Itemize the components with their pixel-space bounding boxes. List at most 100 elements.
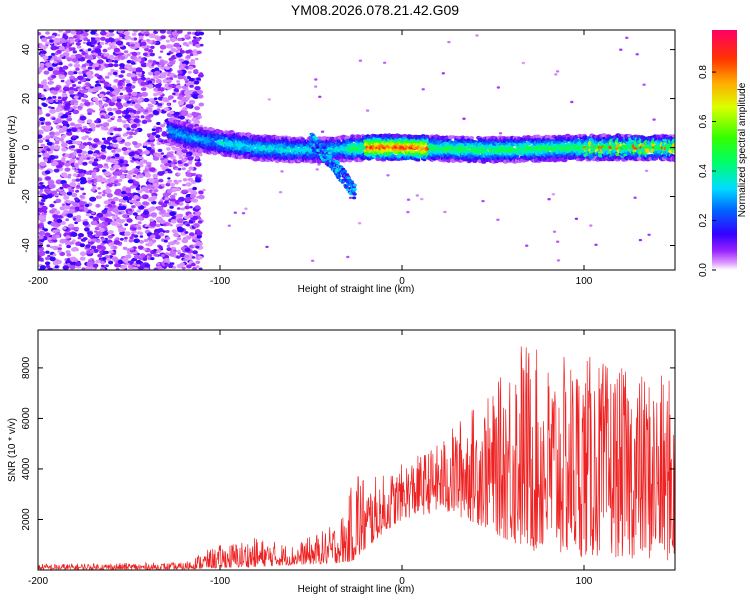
spectrogram-cell (187, 70, 192, 74)
spectrogram-cell (95, 80, 99, 84)
spectrogram-cell (167, 177, 171, 180)
spectrogram-cell (142, 201, 149, 206)
spectrogram-cell (181, 266, 186, 270)
spectrogram-cell (633, 196, 637, 199)
spectrogram-cell (93, 138, 100, 143)
spectrogram-cell (62, 183, 70, 189)
spectrogram-cell (146, 83, 154, 89)
spectrogram-cell (192, 267, 197, 270)
spectrogram-cell (128, 152, 135, 157)
spectrogram-cell (75, 157, 80, 160)
spectrogram-cell (64, 102, 71, 108)
spectrogram-cell (132, 81, 136, 84)
spectrogram-cell (42, 152, 50, 158)
spectrogram-cell (185, 104, 192, 109)
spectrogram-cell (197, 89, 203, 95)
spectrogram-cell (619, 48, 623, 51)
spectrogram-cell (188, 213, 194, 218)
spectrogram-cell (92, 144, 97, 148)
spectrogram-cell (47, 237, 52, 241)
spectrogram-cell (51, 90, 58, 95)
spectrogram-cell (125, 174, 132, 179)
spectrogram-cell (101, 156, 106, 160)
spectrogram-cell (38, 207, 45, 213)
spectrogram-cell (50, 45, 58, 51)
spectrogram-cell (481, 199, 485, 203)
spectrogram-cell (158, 56, 162, 59)
spectrogram-cell (188, 166, 194, 171)
spectrogram-cell (77, 169, 84, 174)
spectrogram-cell (73, 173, 78, 177)
spectrogram-cell (177, 37, 182, 42)
spectrogram-cell (112, 215, 118, 220)
spectrogram-cell (177, 172, 181, 176)
spectrogram-cell (141, 119, 148, 124)
spectrogram-cell (138, 56, 142, 59)
spectrogram-cell (138, 163, 144, 168)
spectrogram-cell (100, 30, 107, 36)
spectrogram-cell (131, 205, 136, 209)
spectrogram-cell (168, 84, 174, 88)
spectrogram-cell (170, 219, 177, 224)
spectrogram-cell (69, 256, 77, 262)
spectrogram-cell (163, 239, 168, 243)
spectrogram-cell (101, 238, 106, 242)
spectrogram-cell (177, 213, 184, 218)
spectrogram-cell (85, 244, 91, 249)
spectrogram-cell (70, 30, 77, 35)
spectrogram-cell (197, 174, 203, 178)
spectrogram-cell (113, 47, 120, 53)
spectrogram-cell (121, 120, 127, 124)
spectrogram-cell (52, 208, 58, 212)
spectrogram-cell (86, 141, 92, 146)
spectrogram-cell (76, 149, 83, 154)
spectrogram-cell (166, 30, 172, 35)
spectrogram-cell (108, 101, 116, 107)
spectrogram-cell (75, 166, 79, 170)
spectrogram-cell (64, 167, 71, 172)
spectrogram-cell (119, 174, 126, 179)
spectrogram-cell (162, 79, 169, 83)
spectrogram-cell (169, 205, 174, 209)
spectrogram-cell (82, 192, 86, 196)
spectrogram-cell (69, 264, 76, 270)
spectrogram-cell (93, 158, 99, 162)
spectrogram-cell (186, 44, 190, 47)
spectrogram-cell (161, 203, 168, 208)
spectrogram-cell (125, 163, 129, 167)
spectrogram-cell (178, 115, 185, 120)
spectrogram-cell (144, 173, 152, 178)
spectrogram-cell (105, 166, 110, 169)
spectrogram-cell (75, 54, 83, 59)
spectrogram-cell (173, 75, 178, 78)
spectrogram-cell (62, 65, 69, 70)
spectrogram-cell (72, 55, 77, 59)
spectrogram-cell (125, 254, 132, 259)
spectrogram-cell (161, 254, 165, 257)
spectrogram-cell (109, 158, 117, 164)
spectrogram-cell (147, 71, 154, 76)
spectrogram-cell (43, 228, 49, 232)
spectrogram-cell (147, 103, 152, 107)
spectrogram-cell (113, 63, 119, 68)
spectrogram-cell (116, 223, 121, 227)
spectrogram-cell (176, 218, 184, 224)
spectrogram-cell (68, 63, 73, 67)
spectrogram-cell (72, 239, 76, 243)
spectrogram-cell (140, 41, 147, 47)
spectrogram-cell (87, 239, 92, 242)
spectrogram-cell (122, 214, 128, 219)
spectrogram-cell (151, 195, 158, 200)
spectrogram-cell (116, 118, 123, 123)
spectrogram-cell (132, 230, 137, 234)
spectrogram-cell (62, 226, 67, 230)
spectrogram-cell (84, 227, 90, 232)
spectrogram-cell (111, 98, 117, 103)
spectrogram-cell (57, 249, 62, 253)
spectrogram-cell (135, 175, 141, 179)
spectrogram-cell (132, 266, 139, 270)
spectrogram-cell (158, 129, 163, 132)
spectrogram-cell (89, 101, 94, 106)
spectrogram-cell (43, 79, 47, 82)
spectrogram-cell (90, 250, 95, 254)
